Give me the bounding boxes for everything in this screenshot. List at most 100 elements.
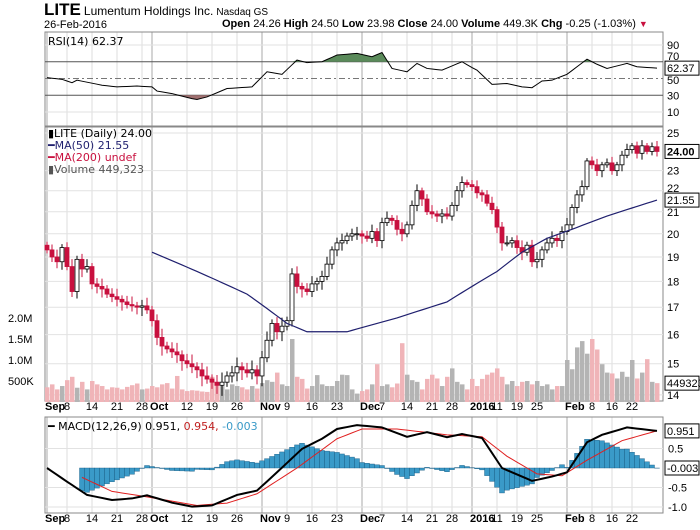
price-tick-label: 21 — [667, 207, 679, 219]
candle-body — [149, 309, 155, 322]
macd-histogram-bar — [164, 467, 170, 470]
open-label: Open — [222, 18, 251, 30]
candle-body — [534, 258, 540, 263]
price-tick-label: 19 — [667, 252, 679, 264]
macd-histogram-bar — [224, 461, 230, 469]
macd-signal-line — [81, 428, 658, 506]
candle-body — [474, 186, 480, 194]
volume-bar — [420, 389, 425, 402]
candle-body — [139, 305, 145, 308]
rsi-legend: RSI(14) 62.37 — [48, 35, 123, 48]
candle-body — [269, 323, 275, 341]
candle-body — [469, 184, 475, 188]
macd-histogram-bar — [404, 467, 410, 479]
x-tick-label: Nov — [260, 401, 282, 413]
candle-body — [279, 325, 285, 333]
candle-body — [639, 145, 645, 154]
volume-bar — [635, 378, 640, 402]
macd-histogram-bar — [484, 467, 490, 476]
volume-bar — [510, 381, 515, 402]
x-tick-label: Sep — [45, 513, 65, 525]
open-value: 24.26 — [253, 18, 281, 30]
macd-histogram-bar — [434, 467, 440, 470]
volume-bar — [110, 387, 115, 402]
macd-histogram-bar — [524, 467, 530, 486]
candle-body — [289, 273, 295, 322]
candle-body — [219, 381, 225, 386]
macd-legend-signal: 0.954, — [184, 420, 222, 433]
candle-body — [544, 242, 550, 251]
panel-frame — [44, 416, 664, 514]
rsi-overbought-area — [47, 52, 657, 62]
volume-bar — [305, 388, 310, 402]
x-tick-label: 8 — [64, 401, 70, 413]
x-tick-label: 22 — [626, 513, 638, 525]
price-tick-label: 14 — [667, 390, 679, 402]
volume-bar — [485, 374, 490, 402]
volume-tick-label: 1.5M — [8, 334, 32, 346]
macd-histogram-bar — [449, 467, 455, 470]
volume-bar — [655, 383, 660, 402]
volume-bar — [470, 378, 475, 402]
macd-badge — [664, 423, 700, 439]
volume-bar — [350, 389, 355, 402]
candle-body — [264, 339, 270, 359]
macd-histogram-bar — [419, 467, 425, 471]
x-tick-label: 2016 — [470, 401, 494, 413]
volume-bar — [360, 391, 365, 402]
candle-body — [134, 305, 140, 308]
macd-histogram-bar — [269, 456, 275, 469]
volume-badge-text: 449323 — [667, 378, 700, 390]
candle-body — [224, 375, 230, 383]
price-tick-label: 18 — [667, 276, 679, 288]
volume-bar — [415, 381, 420, 402]
x-tick-label: 23 — [331, 513, 343, 525]
candle-body — [369, 231, 375, 239]
macd-histogram-bar — [104, 467, 110, 485]
symbol: LITE — [44, 0, 81, 19]
candle-body — [644, 145, 650, 152]
candle-body — [254, 369, 260, 377]
x-tick-label: 25 — [531, 401, 543, 413]
candle-body — [539, 249, 545, 260]
macd-histogram-bar — [364, 463, 370, 469]
candle-body — [444, 213, 450, 217]
price-legend: ▮LITE (Daily) 24.00 — [48, 127, 152, 140]
ma50-legend: ━MA(50) 21.55 — [47, 139, 129, 152]
x-tick-label: Feb — [565, 401, 585, 413]
macd-histogram-bar — [599, 440, 605, 469]
candle-body — [119, 298, 125, 303]
volume-bar — [625, 376, 630, 402]
volume-bar — [505, 384, 510, 402]
volume-bar — [600, 364, 605, 402]
volume-bar — [245, 389, 250, 402]
volume-bar — [165, 383, 170, 402]
candle-body — [489, 202, 495, 211]
volume-bar — [645, 359, 650, 402]
candle-body — [199, 369, 205, 377]
candle-body — [164, 345, 170, 350]
x-tick-label: 14 — [86, 401, 98, 413]
volume-bar — [590, 339, 595, 402]
candle-body — [259, 357, 265, 377]
candle-body — [334, 242, 340, 251]
volume-bar — [455, 381, 460, 402]
candle-body — [429, 211, 435, 215]
x-tick-label: Dec — [360, 513, 380, 525]
candle-body — [184, 360, 190, 365]
x-tick-label: 7 — [379, 401, 385, 413]
volume-bar — [575, 347, 580, 402]
volume-bar — [185, 391, 190, 402]
volume-bar — [210, 376, 215, 402]
volume-bar — [55, 389, 60, 402]
volume-bar — [170, 388, 175, 402]
volume-bar — [70, 376, 75, 402]
volume-bar — [615, 378, 620, 402]
volume-bar — [565, 360, 570, 402]
candle-body — [114, 296, 120, 300]
volume-bar — [400, 343, 405, 402]
company-name: Lumentum Holdings Inc. — [83, 4, 214, 18]
candle-body — [214, 381, 220, 386]
rsi-value-badge — [664, 60, 700, 76]
